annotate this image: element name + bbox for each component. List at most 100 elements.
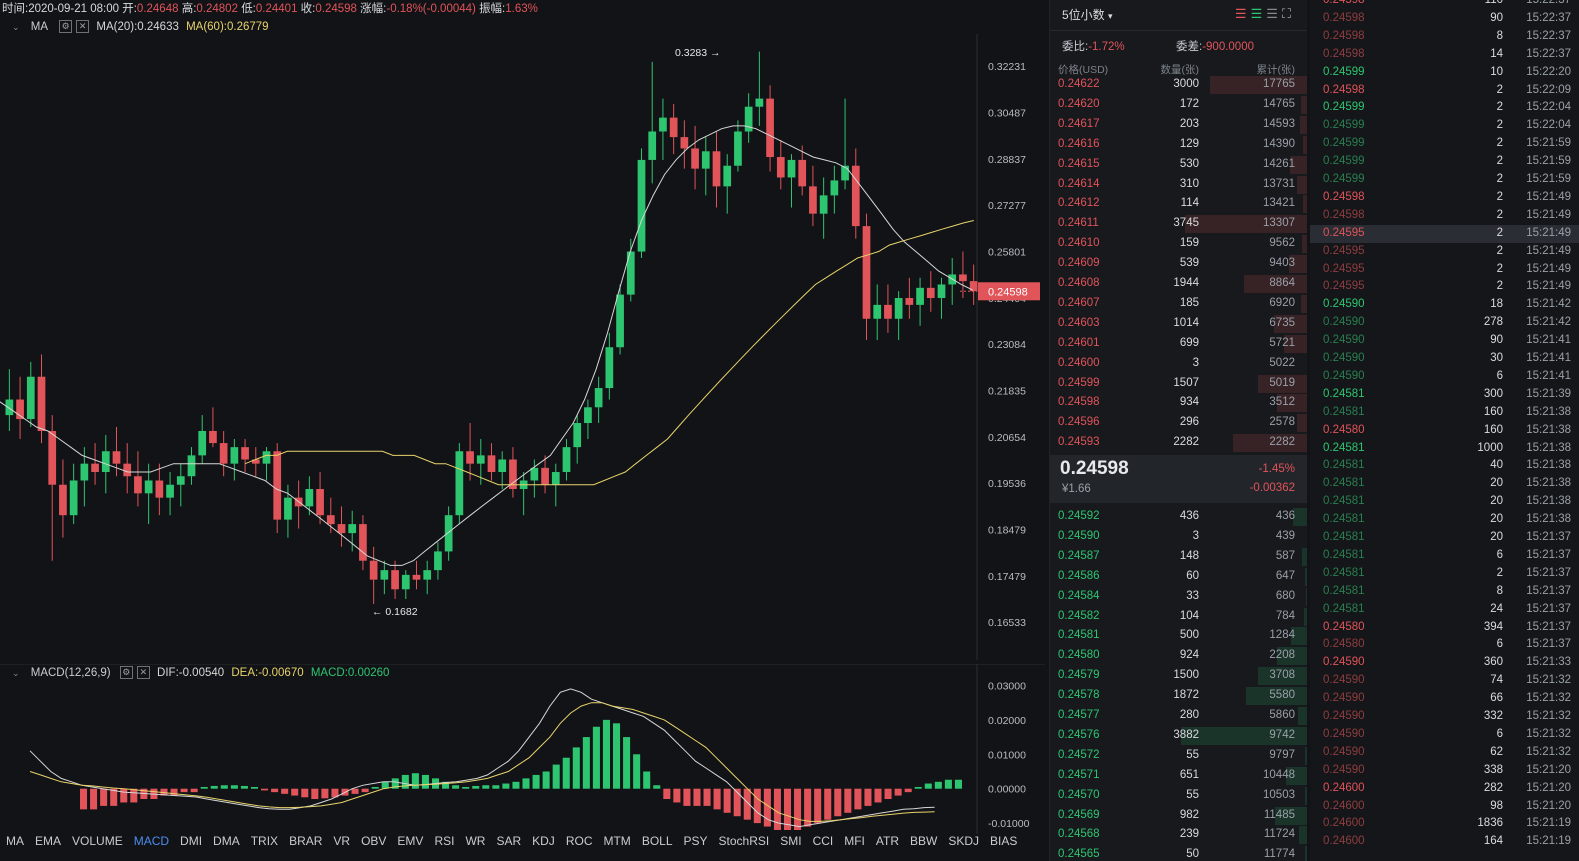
- bid-row[interactable]: 0.24568 239 11724: [1050, 825, 1307, 845]
- tab-roc[interactable]: ROC: [565, 834, 593, 848]
- ask-row[interactable]: 0.24607 185 6920: [1050, 294, 1307, 314]
- tab-mfi[interactable]: MFI: [844, 834, 865, 848]
- ask-row[interactable]: 0.24614 310 13731: [1050, 175, 1307, 195]
- tab-brar[interactable]: BRAR: [289, 834, 323, 848]
- tab-macd[interactable]: MACD: [133, 834, 170, 848]
- trade-qty: 2: [1496, 208, 1503, 221]
- settings-icon[interactable]: ⚙: [59, 20, 73, 34]
- bid-row[interactable]: 0.24571 651 10448: [1050, 766, 1307, 786]
- ask-row[interactable]: 0.24616 129 14390: [1050, 135, 1307, 155]
- ask-row[interactable]: 0.24603 1014 6735: [1050, 314, 1307, 334]
- macd-bar: [844, 788, 852, 813]
- ask-row[interactable]: 0.24609 539 9403: [1050, 254, 1307, 274]
- collapse-icon[interactable]: ⌄: [12, 22, 20, 32]
- collapse-icon[interactable]: ⌄: [12, 668, 20, 678]
- bid-row[interactable]: 0.24577 280 5860: [1050, 706, 1307, 726]
- macd-bar: [613, 723, 621, 789]
- bid-row[interactable]: 0.24580 924 2208: [1050, 646, 1307, 666]
- tab-bias[interactable]: BIAS: [990, 834, 1018, 848]
- tab-kdj[interactable]: KDJ: [532, 834, 555, 848]
- close-icon[interactable]: ✕: [136, 666, 150, 680]
- bid-row[interactable]: 0.24569 982 11485: [1050, 806, 1307, 826]
- ask-total: 3512: [1269, 396, 1295, 409]
- bid-row[interactable]: 0.24581 500 1284: [1050, 626, 1307, 646]
- bid-row[interactable]: 0.24586 60 647: [1050, 567, 1307, 587]
- tab-dma[interactable]: DMA: [213, 834, 240, 848]
- ask-row[interactable]: 0.24608 1944 8864: [1050, 274, 1307, 294]
- ask-total: 17765: [1263, 78, 1295, 90]
- ratio-value: -1.72%: [1088, 41, 1125, 53]
- ask-qty: 539: [1179, 257, 1199, 270]
- bid-row[interactable]: 0.24587 148 587: [1050, 547, 1307, 567]
- tab-psy[interactable]: PSY: [683, 834, 708, 848]
- bid-row[interactable]: 0.24579 1500 3708: [1050, 666, 1307, 686]
- macd-chart[interactable]: 0.03000 0.02000 0.01000 0.00000 -0.01000: [0, 664, 1045, 834]
- ask-row[interactable]: 0.24615 530 14261: [1050, 155, 1307, 175]
- tab-dmi[interactable]: DMI: [180, 834, 203, 848]
- bid-row[interactable]: 0.24592 436 436: [1050, 507, 1307, 527]
- precision-select[interactable]: 5位小数 ▾: [1062, 6, 1113, 23]
- bid-total: 2208: [1269, 649, 1295, 662]
- book-bids-icon[interactable]: ☰: [1250, 6, 1267, 21]
- bid-price: 0.24587: [1058, 549, 1100, 562]
- ask-qty: 296: [1179, 416, 1199, 429]
- tab-ema[interactable]: EMA: [35, 834, 62, 848]
- ask-row[interactable]: 0.24620 172 14765: [1050, 95, 1307, 115]
- tab-boll[interactable]: BOLL: [641, 834, 673, 848]
- ask-row[interactable]: 0.24596 296 2578: [1050, 413, 1307, 433]
- tab-emv[interactable]: EMV: [397, 834, 424, 848]
- bid-row[interactable]: 0.24582 104 784: [1050, 607, 1307, 627]
- tab-stochrsi[interactable]: StochRSI: [718, 834, 770, 848]
- ask-row[interactable]: 0.24622 3000 17765: [1050, 75, 1307, 95]
- bid-row[interactable]: 0.24572 55 9797: [1050, 746, 1307, 766]
- bid-qty: 982: [1179, 808, 1199, 821]
- book-both-icon[interactable]: ☰: [1234, 6, 1251, 21]
- tab-wr[interactable]: WR: [465, 834, 486, 848]
- tab-trix[interactable]: TRIX: [250, 834, 279, 848]
- ask-row[interactable]: 0.24611 3745 13307: [1050, 214, 1307, 234]
- macd-bar: [361, 788, 369, 793]
- bid-total: 3708: [1269, 669, 1295, 682]
- bid-qty: 924: [1179, 649, 1199, 662]
- price-chart[interactable]: 0.322310.304870.288370.272770.258010.244…: [0, 34, 1045, 660]
- bid-row[interactable]: 0.24570 55 10503: [1050, 786, 1307, 806]
- candle-body: [541, 467, 549, 485]
- tab-obv[interactable]: OBV: [361, 834, 387, 848]
- trade-qty: 164: [1483, 835, 1503, 848]
- tab-vr[interactable]: VR: [333, 834, 351, 848]
- ask-price: 0.24598: [1058, 396, 1100, 409]
- expand-icon[interactable]: ⛶: [1281, 6, 1295, 21]
- close-icon[interactable]: ✕: [76, 20, 90, 34]
- bid-row[interactable]: 0.24565 50 11774: [1050, 845, 1307, 861]
- macd-bar: [954, 779, 962, 789]
- macd-bar: [824, 788, 832, 820]
- tab-mtm[interactable]: MTM: [603, 834, 631, 848]
- ask-row[interactable]: 0.24610 159 9562: [1050, 234, 1307, 254]
- settings-icon[interactable]: ⚙: [119, 666, 133, 680]
- bid-row[interactable]: 0.24578 1872 5580: [1050, 686, 1307, 706]
- bid-row[interactable]: 0.24584 33 680: [1050, 587, 1307, 607]
- ask-row[interactable]: 0.24600 3 5022: [1050, 354, 1307, 374]
- ask-row[interactable]: 0.24598 934 3512: [1050, 393, 1307, 413]
- trade-row: 0.24599 2 15:22:04: [1310, 99, 1579, 117]
- tab-sar[interactable]: SAR: [496, 834, 522, 848]
- tab-ma[interactable]: MA: [6, 834, 24, 848]
- tab-skdj[interactable]: SKDJ: [948, 834, 980, 848]
- trade-price: 0.24581: [1323, 584, 1365, 597]
- tab-volume[interactable]: VOLUME: [72, 834, 123, 848]
- book-asks-icon[interactable]: ☰: [1266, 6, 1282, 21]
- ask-row[interactable]: 0.24601 699 5721: [1050, 334, 1307, 354]
- ask-row[interactable]: 0.24599 1507 5019: [1050, 374, 1307, 394]
- bid-row[interactable]: 0.24576 3882 9742: [1050, 726, 1307, 746]
- ask-row[interactable]: 0.24593 2282 2282: [1050, 433, 1307, 453]
- tab-bbw[interactable]: BBW: [910, 834, 938, 848]
- candle-body: [659, 117, 667, 132]
- tab-cci[interactable]: CCI: [812, 834, 834, 848]
- trade-qty: 30: [1490, 352, 1503, 364]
- ask-row[interactable]: 0.24612 114 13421: [1050, 194, 1307, 214]
- tab-rsi[interactable]: RSI: [434, 834, 455, 848]
- ask-row[interactable]: 0.24617 203 14593: [1050, 115, 1307, 135]
- bid-row[interactable]: 0.24590 3 439: [1050, 527, 1307, 547]
- tab-smi[interactable]: SMI: [780, 834, 802, 848]
- tab-atr[interactable]: ATR: [875, 834, 900, 848]
